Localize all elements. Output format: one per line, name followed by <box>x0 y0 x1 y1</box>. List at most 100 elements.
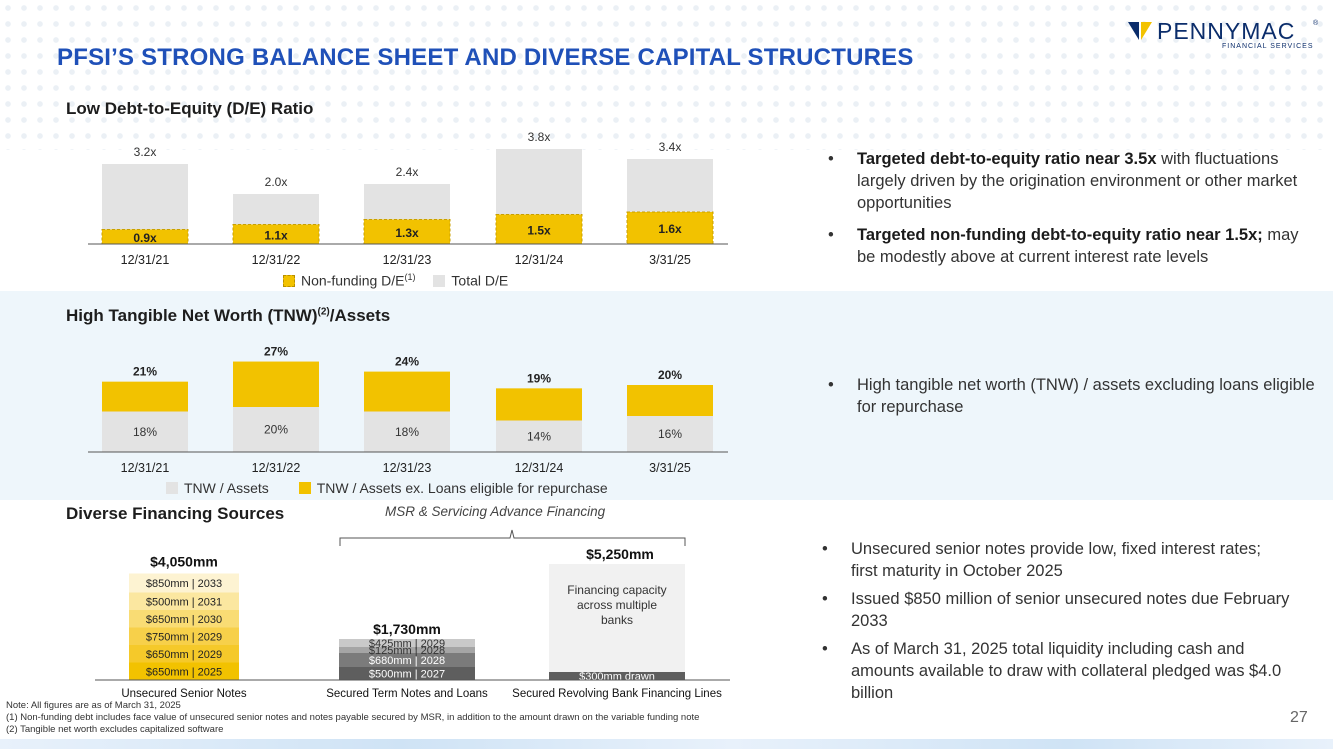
x-tick-label: 3/31/25 <box>649 461 691 475</box>
term-note-label: $125mm | 2028 <box>369 645 445 657</box>
nonfunding-de-label: 1.1x <box>264 228 288 242</box>
de-ratio-bullets: • Targeted debt-to-equity ratio near 3.5x… <box>828 148 1318 278</box>
bullet-dot-icon: • <box>822 640 828 658</box>
financing-heading: Diverse Financing Sources <box>66 504 285 523</box>
tnw-bullets: • High tangible net worth (TNW) / assets … <box>828 374 1318 428</box>
revolving-total: $5,250mm <box>586 546 654 562</box>
bottom-decoration <box>0 739 1333 749</box>
x-tick-label: Secured Term Notes and Loans <box>326 688 488 700</box>
total-de-label: 2.0x <box>265 175 288 189</box>
nonfunding-de-bar <box>495 214 583 245</box>
term-note-label: $500mm | 2027 <box>369 669 445 681</box>
term-note-label: $680mm | 2028 <box>369 655 445 667</box>
term-note-segment <box>339 647 475 653</box>
x-tick-label: 12/31/21 <box>121 461 170 475</box>
legend-swatch-total <box>433 274 446 287</box>
senior-note-segment <box>129 662 239 680</box>
tnw-assets-bar <box>627 416 713 452</box>
page-title: PFSI’S STRONG BALANCE SHEET AND DIVERSE … <box>57 44 914 71</box>
logo-name: PENNYMAC <box>1157 18 1296 44</box>
tnw-ex-label: 19% <box>527 371 551 385</box>
senior-note-label: $750mm | 2029 <box>146 631 222 643</box>
bullet-text: may be modestly above at current interes… <box>857 226 1299 266</box>
dotted-background <box>0 0 1333 150</box>
tnw-heading-sup: (2) <box>317 306 330 318</box>
term-note-label: $425mm | 2029 <box>369 638 445 650</box>
total-de-label: 3.2x <box>134 145 157 159</box>
logo-trademark: ® <box>1313 20 1319 27</box>
nonfunding-de-bar <box>363 219 451 245</box>
nonfunding-de-label: 1.5x <box>527 223 551 237</box>
bullet-dot-icon: • <box>822 540 828 558</box>
logo-subtitle: FINANCIAL SERVICES <box>1222 43 1314 50</box>
term-note-segment <box>339 653 475 667</box>
tnw-ex-bar <box>364 371 450 412</box>
tnw-assets-label: 14% <box>527 429 551 443</box>
tnw-assets-bar <box>496 420 582 452</box>
senior-note-segment <box>129 610 239 628</box>
tnw-assets-bar <box>364 411 450 452</box>
bullet-text: High tangible net worth (TNW) / assets e… <box>857 376 1315 416</box>
legend-label-nonfunding: Non-funding D/E <box>301 272 405 289</box>
bullet-item: • Targeted debt-to-equity ratio near 3.5x… <box>828 148 1318 214</box>
bullet-dot-icon: • <box>828 226 834 244</box>
x-tick-label: 12/31/24 <box>515 461 564 475</box>
senior-note-segment <box>129 645 239 663</box>
senior-note-segment <box>129 573 239 593</box>
tnw-ex-label: 24% <box>395 355 419 369</box>
nonfunding-de-bar <box>232 224 320 245</box>
term-notes-total: $1,730mm <box>373 621 441 637</box>
tnw-ex-label: 21% <box>133 365 157 379</box>
drawn-segment <box>549 672 685 680</box>
bullet-text: As of March 31, 2025 total liquidity inc… <box>851 640 1282 702</box>
footnotes: Note: All figures are as of March 31, 20… <box>6 700 699 736</box>
tnw-legend: TNW / Assets TNW / Assets ex. Loans elig… <box>166 480 608 496</box>
de-ratio-chart: 3.2x 0.9x 12/31/21 2.0x 1.1x 12/31/22 2.4x 1.3x… <box>88 130 728 267</box>
nonfunding-de-bar <box>101 229 189 245</box>
tnw-heading: High Tangible Net Worth (TNW)(2)/Assets <box>66 306 390 326</box>
senior-note-segment <box>129 627 239 645</box>
tnw-ex-bar <box>102 381 188 412</box>
tnw-heading-suffix: /Assets <box>329 306 391 325</box>
legend-label-total: Total D/E <box>451 272 509 289</box>
msr-bracket <box>339 529 686 546</box>
bullet-item: • Unsecured senior notes provide low, fix… <box>822 538 1292 582</box>
de-ratio-legend: Non-funding D/E(1) Total D/E <box>283 272 508 289</box>
x-tick-label: Unsecured Senior Notes <box>121 688 247 700</box>
legend-swatch-nonfunding <box>283 274 295 287</box>
capacity-segment <box>549 564 685 672</box>
senior-note-label: $650mm | 2029 <box>146 649 222 661</box>
footnote: Note: All figures are as of March 31, 20… <box>6 700 181 711</box>
de-ratio-heading: Low Debt-to-Equity (D/E) Ratio <box>66 99 314 118</box>
legend-swatch-tnw-ex <box>298 482 311 494</box>
tnw-ex-bar <box>627 385 713 416</box>
drawn-label: $300mm drawn <box>579 671 655 683</box>
page-number: 27 <box>1290 709 1308 726</box>
x-tick-label: 12/31/23 <box>383 461 432 475</box>
footnote: (1) Non-funding debt includes face value… <box>6 712 700 723</box>
tnw-chart: 21% 18% 12/31/21 27% 20% 12/31/22 24% 18% 12/31/… <box>88 345 728 475</box>
nonfunding-de-label: 1.3x <box>395 226 419 240</box>
term-note-segment <box>339 667 475 680</box>
total-de-label: 3.8x <box>528 130 551 144</box>
tnw-assets-bar <box>233 407 319 452</box>
financing-chart: $650mm | 2025 $650mm | 2029 $750mm | 2029 $… <box>95 529 730 700</box>
legend-swatch-tnw <box>166 482 178 494</box>
capacity-label: banks <box>601 613 633 627</box>
financing-bullets: • Unsecured senior notes provide low, fix… <box>822 538 1292 714</box>
senior-notes-total: $4,050mm <box>150 554 218 570</box>
capacity-label: Financing capacity <box>567 583 666 597</box>
bullet-dot-icon: • <box>828 150 834 168</box>
msr-label: MSR & Servicing Advance Financing <box>385 504 606 519</box>
x-tick-label: 12/31/24 <box>515 253 564 267</box>
legend-label-tnw-ex: TNW / Assets ex. Loans eligible for repu… <box>316 480 608 496</box>
bullet-dot-icon: • <box>822 590 828 608</box>
nonfunding-de-bar <box>626 211 714 245</box>
tnw-assets-bar <box>102 411 188 452</box>
x-tick-label: Secured Revolving Bank Financing Lines <box>512 688 722 700</box>
tnw-ex-label: 27% <box>264 345 288 359</box>
bullet-dot-icon: • <box>828 376 834 394</box>
bullet-text: Issued $850 million of senior unsecured … <box>851 590 1290 630</box>
total-de-label: 2.4x <box>396 165 419 179</box>
pennymac-logo-icon <box>1128 22 1152 40</box>
